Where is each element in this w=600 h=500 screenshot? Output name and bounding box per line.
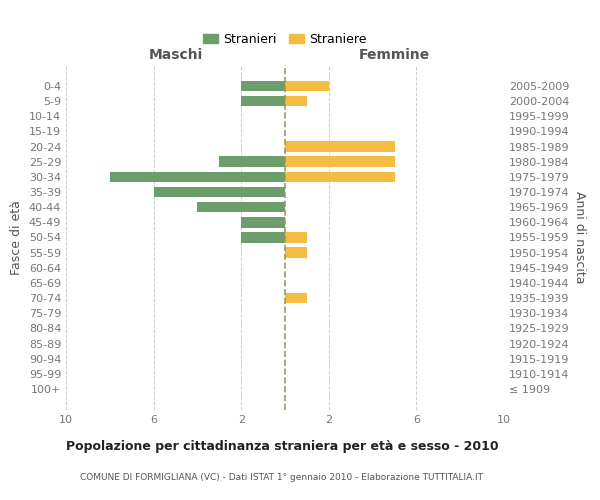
Bar — [241, 80, 285, 92]
Bar — [285, 293, 307, 304]
Bar — [285, 172, 395, 182]
Y-axis label: Anni di nascita: Anni di nascita — [573, 191, 586, 284]
Y-axis label: Fasce di età: Fasce di età — [10, 200, 23, 275]
Bar — [241, 96, 285, 106]
Text: Popolazione per cittadinanza straniera per età e sesso - 2010: Popolazione per cittadinanza straniera p… — [65, 440, 499, 453]
Text: Maschi: Maschi — [148, 48, 203, 62]
Legend: Stranieri, Straniere: Stranieri, Straniere — [197, 26, 373, 52]
Bar — [285, 248, 307, 258]
Bar — [154, 186, 285, 198]
Text: COMUNE DI FORMIGLIANA (VC) - Dati ISTAT 1° gennaio 2010 - Elaborazione TUTTITALI: COMUNE DI FORMIGLIANA (VC) - Dati ISTAT … — [80, 473, 484, 482]
Bar — [285, 232, 307, 243]
Bar — [285, 156, 395, 167]
Text: Femmine: Femmine — [359, 48, 430, 62]
Bar — [285, 80, 329, 92]
Bar — [110, 172, 285, 182]
Bar — [241, 232, 285, 243]
Bar — [197, 202, 285, 212]
Bar — [285, 96, 307, 106]
Bar — [241, 217, 285, 228]
Bar — [285, 142, 395, 152]
Bar — [220, 156, 285, 167]
